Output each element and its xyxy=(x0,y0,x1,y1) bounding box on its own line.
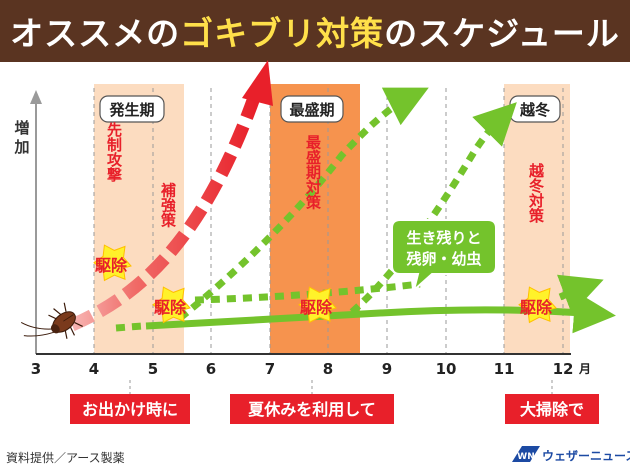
x-tick-10: 10 xyxy=(436,360,457,378)
cockroach-icon xyxy=(20,302,83,339)
survivor-callout: 生き残りと 残卵・幼虫 xyxy=(391,219,497,293)
green-dotted-arrow-1 xyxy=(177,87,429,321)
y-axis-arrow-icon xyxy=(30,90,42,104)
weathernews-logo: WN ウェザーニュース xyxy=(512,446,630,463)
starburst-text-1: 駆除 xyxy=(95,256,128,275)
x-tick-8: 8 xyxy=(323,360,333,378)
starburst-text-2: 駆除 xyxy=(154,298,187,317)
title-part-2: ゴキブリ対策 xyxy=(180,14,385,53)
green-dotted-arrow-4 xyxy=(556,274,604,315)
starburst-1: 駆除 xyxy=(93,244,132,282)
banner-2-text: 夏休みを利用して xyxy=(247,400,376,419)
title-part-1: オススメの xyxy=(10,14,181,53)
green-dotted-start xyxy=(115,322,143,332)
callout-bubble xyxy=(391,219,497,293)
red-arrow-head-icon xyxy=(242,60,273,106)
x-tick-12: 12 xyxy=(553,360,574,378)
starburst-text-3: 駆除 xyxy=(300,298,333,317)
note-peak-measures: 最盛期対策 xyxy=(304,134,322,211)
x-tick-3: 3 xyxy=(31,360,41,378)
phase-label-peak: 最盛期 xyxy=(289,101,334,119)
starburst-shape-4 xyxy=(518,286,557,324)
banner-2-box xyxy=(230,394,394,424)
starburst-2: 駆除 xyxy=(152,286,191,324)
callout-line-1: 生き残りと xyxy=(406,229,481,247)
x-tick-6: 6 xyxy=(206,360,216,378)
logo-mark-icon xyxy=(512,446,540,462)
banner-1-box xyxy=(70,394,190,424)
starburst-3: 駆除 xyxy=(298,286,337,324)
green-solid-arrow xyxy=(145,291,616,334)
logo-text: ウェザーニュース xyxy=(542,449,630,463)
starburst-shape-3 xyxy=(298,286,337,324)
y-axis-label-1: 増 xyxy=(14,119,29,137)
note-preemptive: 先制攻撃 xyxy=(105,121,123,183)
x-tick-4: 4 xyxy=(89,360,99,378)
callout-line-2: 残卵・幼虫 xyxy=(406,250,481,268)
starburst-shape-1 xyxy=(93,244,132,282)
x-tick-7: 7 xyxy=(265,360,275,378)
banner-3-box xyxy=(505,394,599,424)
starburst-4: 駆除 xyxy=(518,286,557,324)
x-tick-5: 5 xyxy=(148,360,158,378)
starburst-text-4: 駆除 xyxy=(520,298,553,317)
source-credit: 資料提供／アース製薬 xyxy=(6,450,125,465)
red-growth-arrow xyxy=(69,92,262,331)
green-dotted-arrow-2 xyxy=(349,102,517,315)
page-title: オススメのゴキブリ対策のスケジュール xyxy=(10,7,620,55)
x-tick-11: 11 xyxy=(494,360,515,378)
note-reinforce: 補強策 xyxy=(159,182,177,229)
title-part-3: のスケジュール xyxy=(384,14,620,53)
x-tick-9: 9 xyxy=(382,360,392,378)
note-winter-measures: 越冬対策 xyxy=(527,162,545,224)
title-bar: オススメのゴキブリ対策のスケジュール xyxy=(0,0,630,62)
phase-label-emergence: 発生期 xyxy=(108,101,154,119)
phase-label-winter: 越冬 xyxy=(519,101,550,119)
x-axis-unit: 月 xyxy=(578,362,591,376)
banner-1-text: お出かけ時に xyxy=(82,400,178,419)
starburst-shape-2 xyxy=(152,286,191,324)
logo-mark-text: WN xyxy=(517,452,534,462)
phase-label-box-peak xyxy=(280,95,344,123)
phase-label-box-emergence xyxy=(99,95,165,123)
banner-3-text: 大掃除で xyxy=(520,400,584,419)
y-axis-label-2: 加 xyxy=(13,138,29,156)
